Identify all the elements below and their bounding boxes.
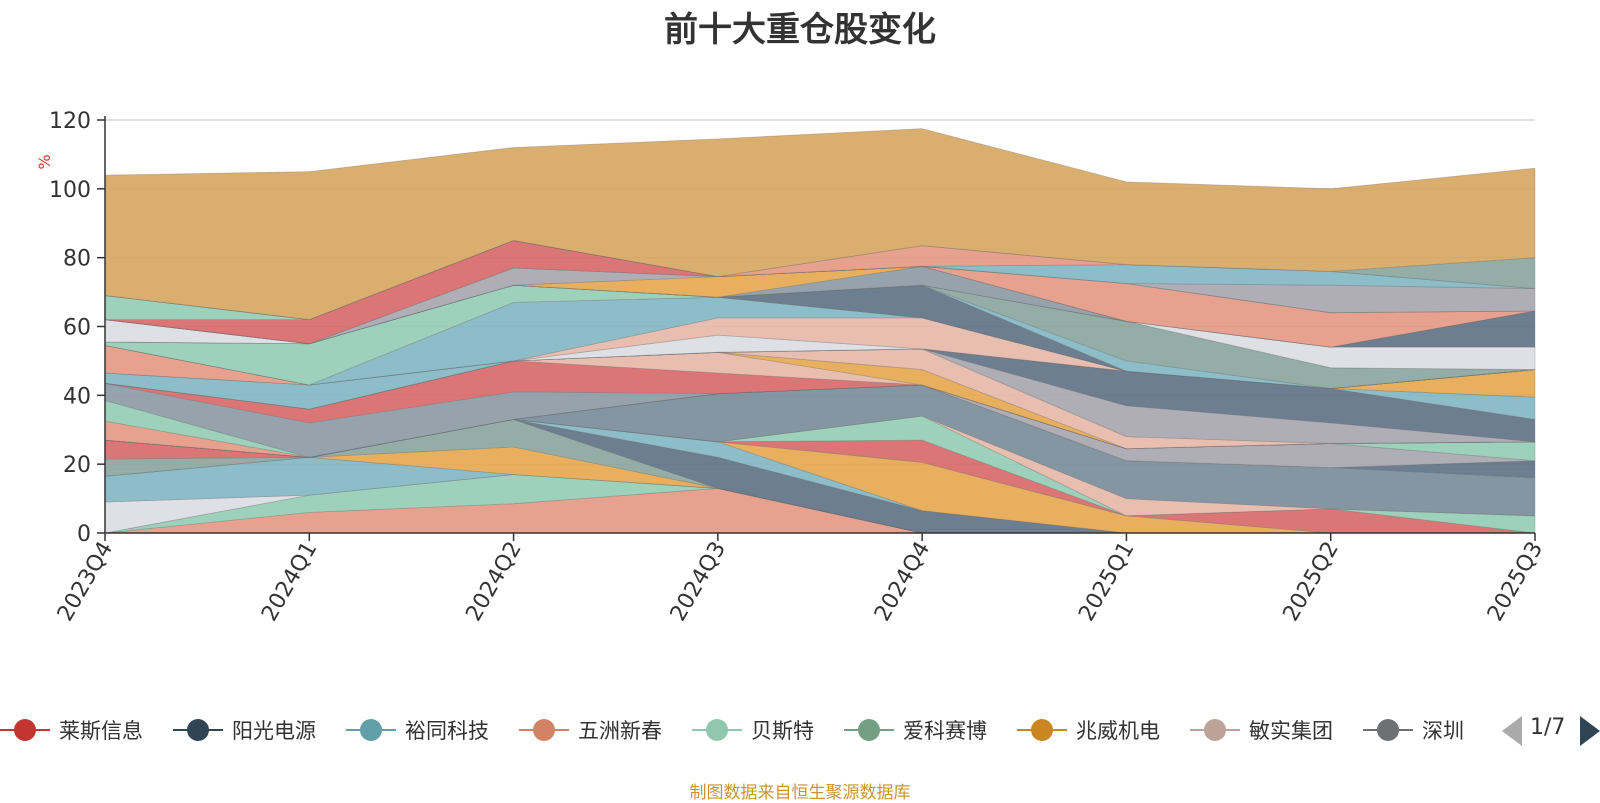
legend-label: 敏实集团 [1249,719,1333,743]
area-band-48 [104,128,1536,321]
y-axis-label: % [35,154,54,169]
area-band-8 [104,418,1535,534]
legend-marker-icon [1017,718,1067,742]
x-tick-label: 2024Q3 [666,538,731,626]
legend-marker-icon [346,718,396,742]
x-tick-label: 2024Q4 [870,538,935,626]
y-tick-label: 120 [49,109,91,134]
area-band-1 [104,474,1535,534]
legend-item[interactable]: 莱斯信息 [0,713,143,747]
source-note: 制图数据来自恒生聚源数据库 [689,783,911,803]
legend-marker-icon [1363,718,1413,742]
legend-item[interactable]: 兆威机电 [1017,713,1160,747]
legend-item[interactable]: 裕同科技 [346,713,489,747]
legend-item[interactable]: 深圳 [1363,713,1464,747]
legend-page-indicator: 1/7 [1530,715,1566,740]
legend-marker-icon [844,718,894,742]
legend-label: 贝斯特 [751,719,814,743]
legend: 莱斯信息 阳光电源 裕同科技 五洲新春 贝斯特 爱科赛博 兆威机电 敏实集团 深圳 1/7 [0,713,1600,747]
y-tick-label: 0 [77,522,91,547]
chart-title: 前十大重仓股变化 [664,10,936,50]
y-tick-label: 100 [49,178,91,203]
legend-marker-icon [519,718,569,742]
area-band-25 [104,348,1536,443]
legend-next-page-icon[interactable] [1580,716,1600,746]
legend-label: 五洲新春 [578,719,662,743]
y-tick-label: 80 [63,247,91,272]
legend-label: 阳光电源 [232,719,316,743]
legend-item[interactable]: 五洲新春 [519,713,662,747]
legend-label: 深圳 [1422,719,1464,743]
legend-marker-icon [1190,718,1240,742]
legend-label: 兆威机电 [1076,719,1160,743]
area-band-9 [104,418,1535,534]
x-tick-label: 2024Q1 [257,538,322,626]
legend-item[interactable]: 敏实集团 [1190,713,1333,747]
area-band-27 [104,348,1536,398]
legend-marker-icon [173,718,223,742]
legend-item[interactable]: 贝斯特 [692,713,814,747]
x-tick-label: 2024Q2 [461,538,526,626]
legend-item[interactable]: 爱科赛博 [844,713,987,747]
legend-marker-icon [0,718,50,742]
x-tick-label: 2025Q1 [1074,538,1139,626]
legend-items: 莱斯信息 阳光电源 裕同科技 五洲新春 贝斯特 爱科赛博 兆威机电 敏实集团 深圳 [0,713,1486,747]
legend-marker-icon [692,718,742,742]
y-tick-label: 40 [63,384,91,409]
x-tick-label: 2025Q2 [1279,538,1344,626]
area-series [104,128,1536,534]
legend-label: 裕同科技 [405,719,489,743]
x-tick-label: 2023Q4 [53,538,118,626]
area-band-36 [104,284,1536,370]
x-tick-label: 2025Q3 [1483,538,1548,626]
legend-item[interactable]: 阳光电源 [173,713,316,747]
legend-label: 莱斯信息 [59,719,143,743]
area-band-11 [104,415,1536,534]
legend-prev-page-icon[interactable] [1502,716,1522,746]
y-tick-label: 20 [63,453,91,478]
y-tick-label: 60 [63,316,91,341]
legend-label: 爱科赛博 [903,719,987,743]
